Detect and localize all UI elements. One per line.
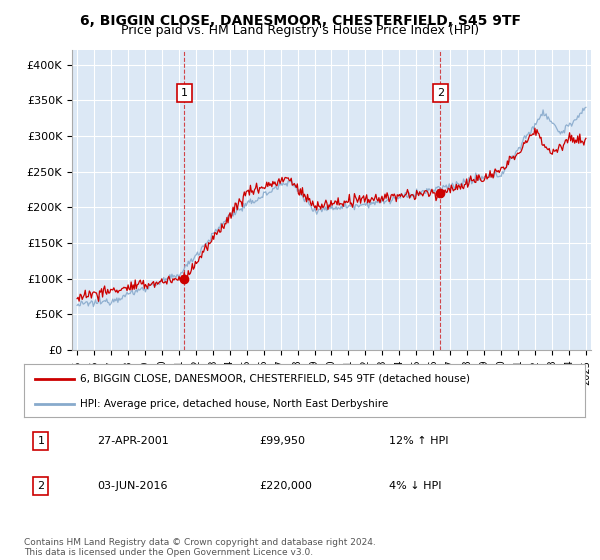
Text: Price paid vs. HM Land Registry's House Price Index (HPI): Price paid vs. HM Land Registry's House … (121, 24, 479, 37)
Text: Contains HM Land Registry data © Crown copyright and database right 2024.
This d: Contains HM Land Registry data © Crown c… (24, 538, 376, 557)
Text: 2: 2 (37, 481, 44, 491)
Text: £220,000: £220,000 (260, 481, 313, 491)
Text: 12% ↑ HPI: 12% ↑ HPI (389, 436, 448, 446)
Text: 6, BIGGIN CLOSE, DANESMOOR, CHESTERFIELD, S45 9TF: 6, BIGGIN CLOSE, DANESMOOR, CHESTERFIELD… (79, 14, 521, 28)
Text: 03-JUN-2016: 03-JUN-2016 (97, 481, 167, 491)
Text: 1: 1 (181, 88, 188, 98)
Text: £99,950: £99,950 (260, 436, 305, 446)
Text: 4% ↓ HPI: 4% ↓ HPI (389, 481, 441, 491)
Text: 27-APR-2001: 27-APR-2001 (97, 436, 169, 446)
Text: 2: 2 (437, 88, 444, 98)
Text: 6, BIGGIN CLOSE, DANESMOOR, CHESTERFIELD, S45 9TF (detached house): 6, BIGGIN CLOSE, DANESMOOR, CHESTERFIELD… (80, 374, 470, 384)
Text: 1: 1 (37, 436, 44, 446)
Text: HPI: Average price, detached house, North East Derbyshire: HPI: Average price, detached house, Nort… (80, 399, 388, 409)
